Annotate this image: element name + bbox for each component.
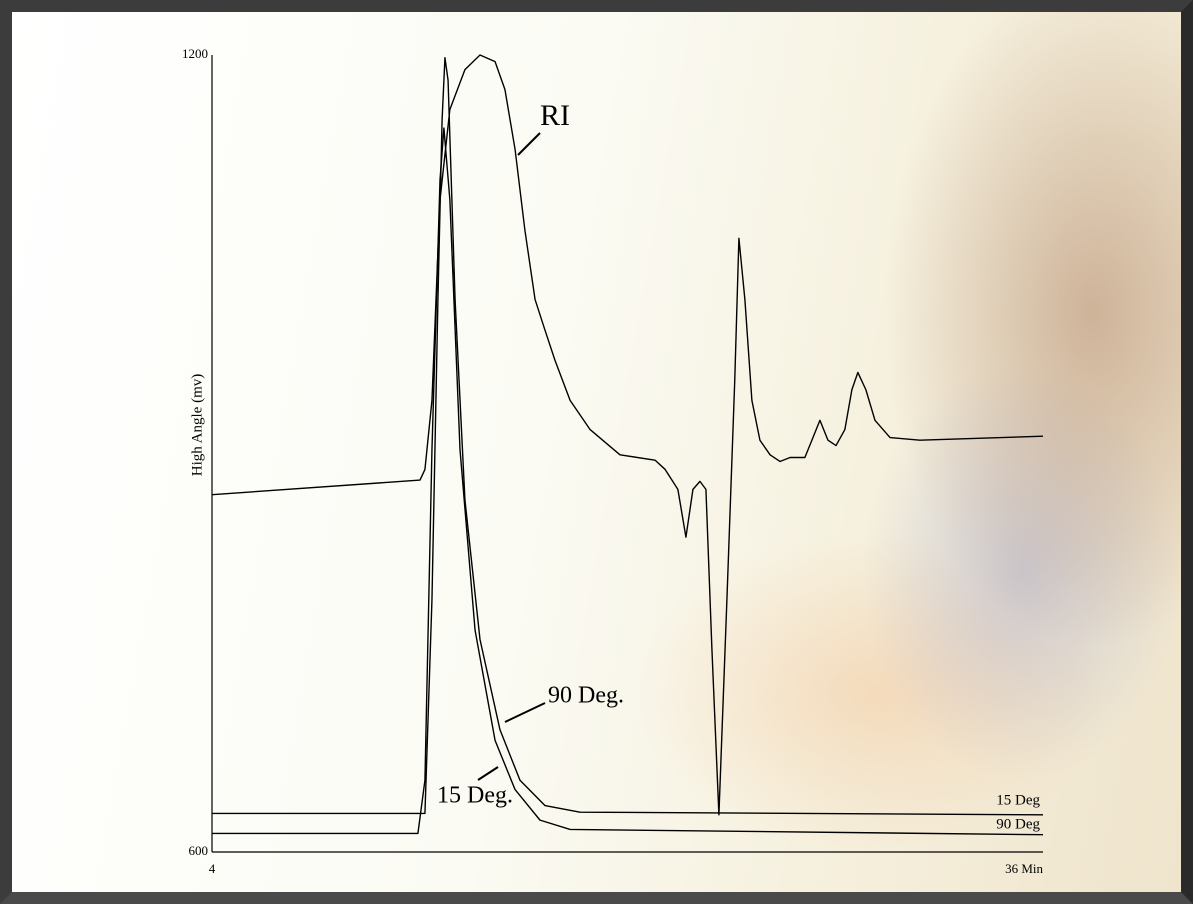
y-tick-label: 1200 <box>182 46 208 61</box>
annotation: 90 Deg. <box>548 683 624 709</box>
series-line <box>211 54 1044 816</box>
series-line <box>212 127 1044 836</box>
callout-line <box>517 132 541 156</box>
callout-line <box>477 766 499 781</box>
annotation: 15 Deg. <box>437 783 513 809</box>
y-axis-label: High Angle (mv) <box>189 374 205 477</box>
series-label: 15 Deg <box>996 792 1040 808</box>
x-tick-label: 36 Min <box>1005 861 1043 876</box>
series-label: 90 Deg <box>996 816 1040 832</box>
series-label: RI <box>540 99 570 132</box>
callout-line <box>504 702 546 723</box>
series-line <box>212 56 1044 816</box>
y-tick-label: 600 <box>189 843 209 858</box>
x-tick-label: 4 <box>209 861 216 876</box>
